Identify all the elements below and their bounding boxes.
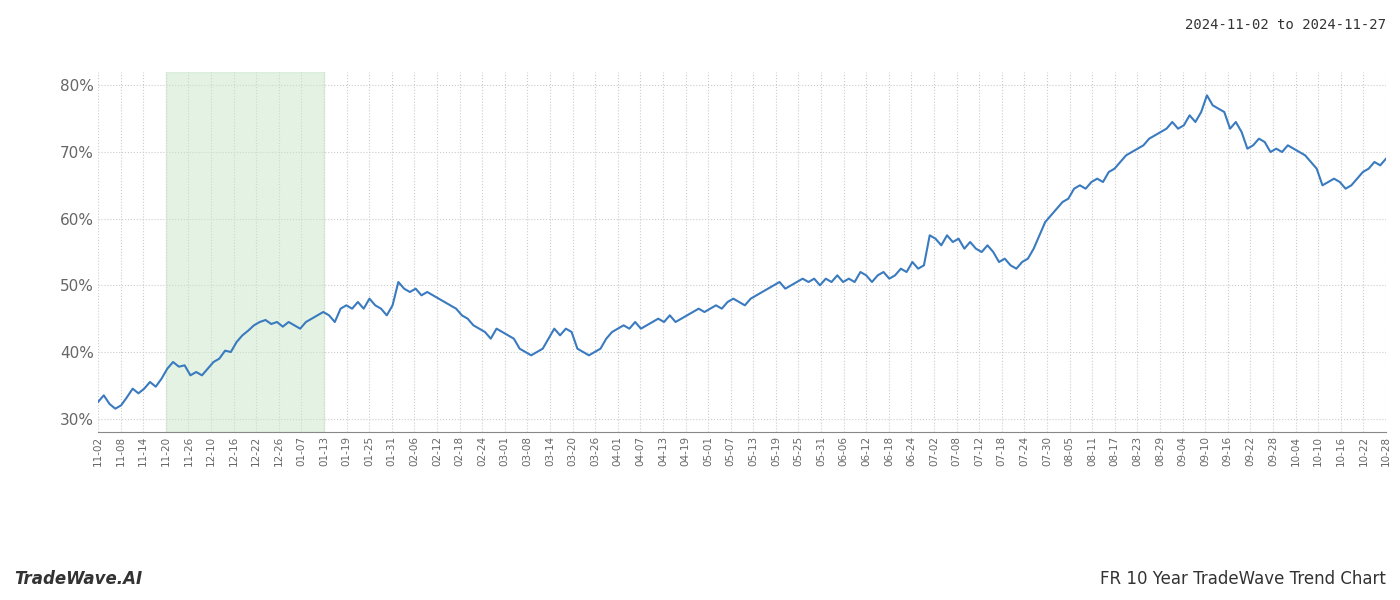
Bar [165, 72, 323, 432]
Text: 2024-11-02 to 2024-11-27: 2024-11-02 to 2024-11-27 [1184, 18, 1386, 32]
Text: FR 10 Year TradeWave Trend Chart: FR 10 Year TradeWave Trend Chart [1100, 570, 1386, 588]
Text: TradeWave.AI: TradeWave.AI [14, 570, 143, 588]
